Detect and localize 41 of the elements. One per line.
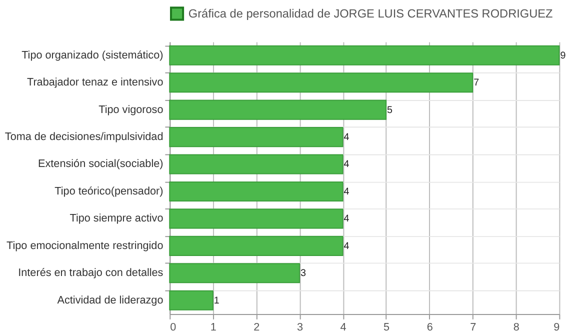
bar: [169, 236, 344, 256]
y-tick-label: Tipo vigoroso: [98, 104, 164, 116]
x-tick-label: 6: [426, 321, 433, 334]
bar: [169, 263, 300, 284]
bar: [169, 127, 344, 148]
y-tick-label: Trabajador tenaz e intensivo: [26, 76, 164, 89]
y-tick-label: Tipo organizado (sistemático): [22, 49, 164, 62]
bar: [169, 154, 344, 174]
x-tick-label: 9: [554, 321, 560, 334]
x-tick-label: 5: [384, 321, 390, 334]
x-tick-label: 1: [210, 321, 216, 334]
bar: [169, 100, 387, 120]
x-tick-label: 0: [170, 321, 176, 334]
data-label: 7: [474, 78, 480, 89]
data-label: 4: [344, 214, 350, 225]
bar: [169, 181, 344, 202]
y-tick-label: Toma de decisiones/impulsividad: [4, 131, 164, 144]
y-tick-label: Actividad de liderazgo: [57, 294, 164, 306]
y-tick-label: Extensión social(sociable): [38, 158, 164, 170]
x-tick-label: 2: [254, 321, 260, 334]
bar: [169, 72, 474, 93]
data-label: 9: [560, 50, 566, 62]
x-tick-label: 4: [340, 321, 346, 334]
data-label: 3: [300, 268, 306, 280]
legend-label: Gráfica de personalidad de JORGE LUIS CERVANTES RODRIGUEZ: [188, 6, 553, 21]
data-label: 1: [214, 295, 220, 306]
data-label: 4: [344, 186, 350, 198]
data-label: 5: [387, 104, 394, 116]
x-tick-label: 8: [513, 321, 520, 334]
y-tick-label: Tipo emocionalmente restringido: [6, 240, 164, 252]
data-label: 4: [344, 159, 350, 170]
bar: [169, 290, 214, 310]
bar: [169, 45, 560, 66]
x-tick-label: 3: [296, 321, 303, 334]
bar: [169, 208, 344, 229]
data-label: 4: [344, 132, 350, 144]
y-tick-label: Tipo teórico(pensador): [54, 185, 164, 198]
y-tick-label: Tipo siempre activo: [70, 212, 164, 225]
y-tick-label: Interés en trabajo con detalles: [18, 267, 164, 280]
data-label: 4: [344, 240, 350, 252]
x-tick-label: 7: [470, 321, 476, 334]
